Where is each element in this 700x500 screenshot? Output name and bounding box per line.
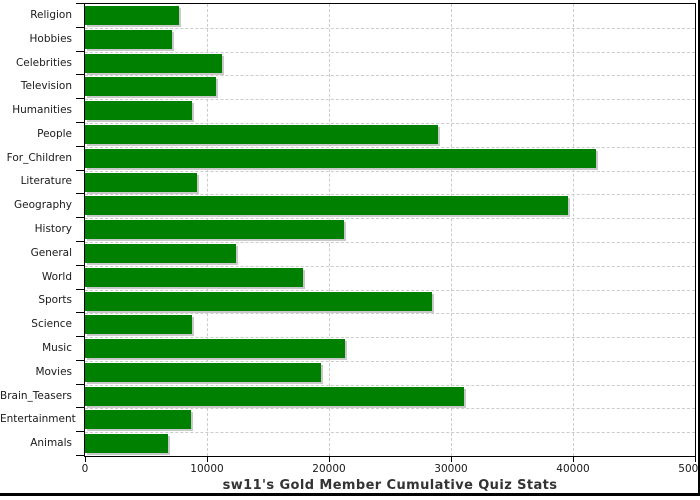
horizontal-gridline [85, 99, 695, 101]
horizontal-gridline [85, 194, 695, 196]
y-axis-tick [76, 121, 84, 123]
horizontal-gridline [85, 384, 695, 386]
x-axis-tick [573, 457, 574, 462]
y-axis-tick [76, 407, 84, 409]
y-axis-tick [76, 455, 84, 456]
horizontal-gridline [85, 408, 695, 410]
category-label: Television [20, 80, 72, 93]
vertical-gridline [451, 4, 452, 456]
x-axis-tick [695, 457, 696, 462]
y-axis-tick [76, 359, 84, 361]
category-label: Science [31, 318, 72, 331]
y-axis-tick [76, 74, 84, 76]
y-axis-tick [76, 383, 84, 385]
y-axis-tick [76, 217, 84, 219]
frame-right-border [698, 0, 700, 496]
x-tick-label: 50000 [678, 463, 700, 475]
horizontal-gridline [85, 241, 695, 243]
bar-general [85, 243, 237, 263]
bar-religion [85, 6, 179, 25]
bar-hobbies [85, 29, 172, 49]
bar-movies [85, 362, 321, 382]
frame-bottom-border [0, 493, 700, 496]
bar-television [85, 77, 216, 97]
category-label: Entertainment [0, 413, 76, 426]
horizontal-gridline [85, 27, 695, 29]
x-tick-label: 0 [81, 463, 89, 475]
bar-literature [85, 172, 198, 192]
category-label: Religion [30, 8, 72, 21]
horizontal-gridline [85, 432, 695, 434]
chart-title: sw11's Gold Member Cumulative Quiz Stats [222, 478, 558, 493]
y-axis-tick [76, 288, 84, 290]
x-tick-label: 30000 [434, 463, 468, 475]
y-axis-tick [76, 50, 84, 52]
bar-history [85, 220, 344, 240]
x-tick-label: 20000 [312, 463, 346, 475]
horizontal-gridline [85, 146, 695, 148]
x-axis-tick [329, 457, 330, 462]
category-label: For_Children [6, 151, 72, 164]
category-label: World [41, 270, 72, 283]
horizontal-gridline [85, 313, 695, 315]
category-label: Animals [30, 437, 72, 450]
bar-celebrities [85, 53, 222, 73]
bar-entertainment [85, 410, 192, 430]
category-label: Movies [35, 365, 72, 378]
horizontal-gridline [85, 218, 695, 220]
horizontal-gridline [85, 265, 695, 267]
category-label: Geography [14, 199, 72, 212]
x-tick-label: 40000 [556, 463, 590, 475]
y-axis-tick [76, 98, 84, 100]
horizontal-gridline [85, 337, 695, 339]
y-axis-tick [76, 3, 84, 4]
category-label: Hobbies [29, 32, 73, 45]
category-label: General [30, 246, 72, 259]
horizontal-gridline [85, 360, 695, 362]
x-axis-tick [207, 457, 208, 462]
x-axis-tick [85, 457, 86, 462]
bar-people [85, 124, 438, 144]
x-axis-tick [451, 457, 452, 462]
bar-geography [85, 196, 569, 216]
y-axis-tick [76, 312, 84, 314]
y-axis-tick [76, 145, 84, 147]
category-label: People [37, 127, 72, 140]
y-axis-tick [76, 26, 84, 28]
bar-brain_teasers [85, 386, 465, 406]
category-label: Brain_Teasers [0, 389, 73, 402]
category-label: Sports [38, 294, 72, 307]
x-tick-label: 10000 [190, 463, 224, 475]
y-axis-tick [76, 193, 84, 195]
plot-area [84, 3, 696, 457]
horizontal-gridline [85, 51, 695, 53]
category-label: Literature [20, 175, 72, 188]
y-axis-tick [76, 169, 84, 171]
horizontal-gridline [85, 122, 695, 124]
category-label: Celebrities [15, 56, 72, 69]
bar-science [85, 315, 193, 335]
category-label: Humanities [12, 104, 72, 117]
vertical-gridline [573, 4, 574, 456]
bar-sports [85, 291, 432, 311]
bar-animals [85, 434, 168, 454]
horizontal-gridline [85, 289, 695, 291]
bar-for_children [85, 148, 597, 168]
y-axis-tick [76, 431, 84, 433]
y-axis-tick [76, 336, 84, 338]
category-label: Music [42, 341, 72, 354]
y-axis-tick [76, 240, 84, 242]
category-label: History [34, 223, 72, 235]
bar-humanities [85, 101, 193, 121]
horizontal-gridline [85, 170, 695, 172]
horizontal-gridline [85, 75, 695, 77]
bar-world [85, 267, 304, 287]
y-axis-tick [76, 264, 84, 266]
bar-music [85, 339, 345, 359]
